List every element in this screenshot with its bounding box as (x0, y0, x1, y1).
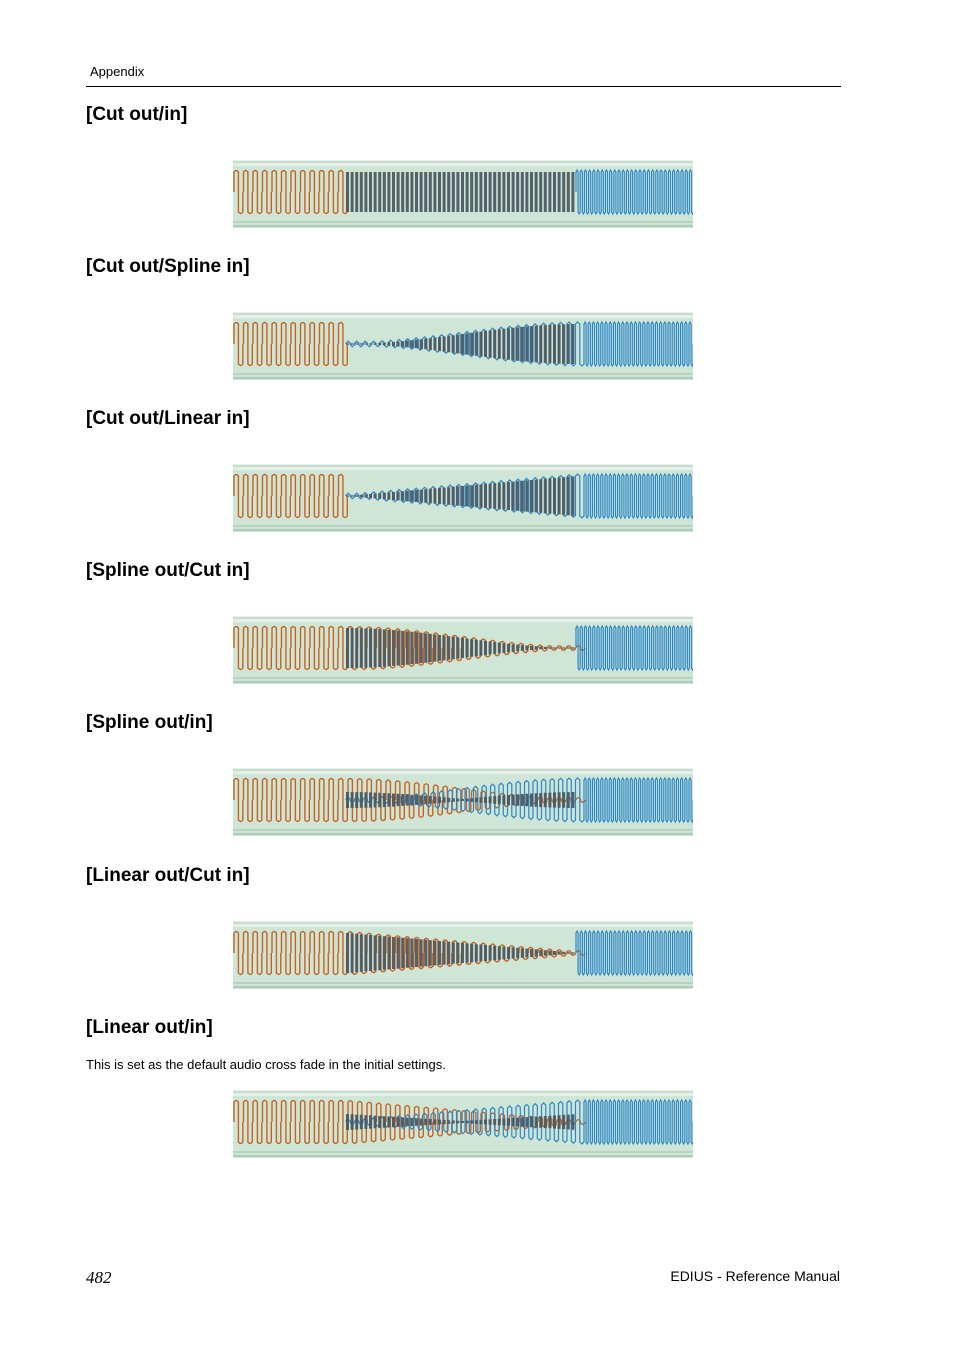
track-top-strip (233, 616, 693, 622)
page-number: 482 (86, 1268, 112, 1287)
waveform-linear-out-cut-in (233, 921, 693, 989)
outgoing-clip-waveform (233, 169, 348, 215)
waveform-cut-out-spline-in (233, 312, 693, 380)
crossfade-overlay (346, 792, 575, 808)
incoming-clip-waveform (575, 929, 693, 977)
incoming-clip-waveform (575, 168, 693, 216)
default-setting-note: This is set as the default audio cross f… (86, 1057, 446, 1072)
section-title-linear-out-in: [Linear out/in] (86, 1017, 213, 1038)
header-rule (86, 86, 841, 87)
section-title-spline-out-cut-in: [Spline out/Cut in] (86, 560, 250, 581)
outgoing-clip-waveform (233, 321, 348, 367)
waveform-linear-out-in (233, 1090, 693, 1158)
crossfade-overlay (346, 1114, 575, 1130)
crossfade-overlay (346, 933, 575, 973)
crossfade-overlay (346, 476, 575, 516)
track-top-strip (233, 768, 693, 774)
running-header: Appendix (90, 64, 145, 79)
outgoing-clip-waveform (233, 473, 348, 519)
incoming-clip-waveform (575, 624, 693, 672)
crossfade-overlay (346, 324, 575, 364)
waveform-spline-out-cut-in (233, 616, 693, 684)
section-title-cut-out-in: [Cut out/in] (86, 104, 188, 125)
waveform-cut-out-linear-in (233, 464, 693, 532)
crossfade-overlay (346, 628, 575, 668)
waveform-spline-out-in (233, 768, 693, 836)
section-title-cut-out-spline-in: [Cut out/Spline in] (86, 256, 250, 277)
crossfade-overlay (346, 172, 575, 212)
track-top-strip (233, 921, 693, 927)
manual-title: EDIUS - Reference Manual (670, 1268, 840, 1284)
track-top-strip (233, 160, 693, 166)
section-title-linear-out-cut-in: [Linear out/Cut in] (86, 865, 250, 886)
track-top-strip (233, 1090, 693, 1096)
track-top-strip (233, 312, 693, 318)
section-title-cut-out-linear-in: [Cut out/Linear in] (86, 408, 250, 429)
waveform-cut-out-in (233, 160, 693, 228)
track-top-strip (233, 464, 693, 470)
section-title-spline-out-in: [Spline out/in] (86, 712, 213, 733)
